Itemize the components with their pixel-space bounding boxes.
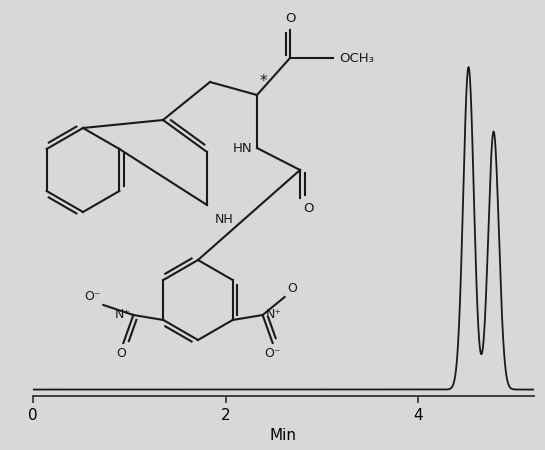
Text: O: O — [303, 202, 313, 215]
Text: O: O — [284, 12, 295, 25]
Text: OCH₃: OCH₃ — [339, 51, 374, 64]
Text: *: * — [260, 74, 268, 89]
Text: N⁺: N⁺ — [114, 309, 130, 321]
Text: HN: HN — [232, 141, 252, 154]
Text: NH: NH — [215, 213, 234, 226]
X-axis label: Min: Min — [270, 428, 297, 443]
Text: O⁻: O⁻ — [84, 290, 100, 303]
Text: N⁺: N⁺ — [265, 309, 282, 321]
Text: O: O — [117, 347, 126, 360]
Text: O: O — [288, 282, 298, 295]
Text: O⁻: O⁻ — [264, 347, 281, 360]
